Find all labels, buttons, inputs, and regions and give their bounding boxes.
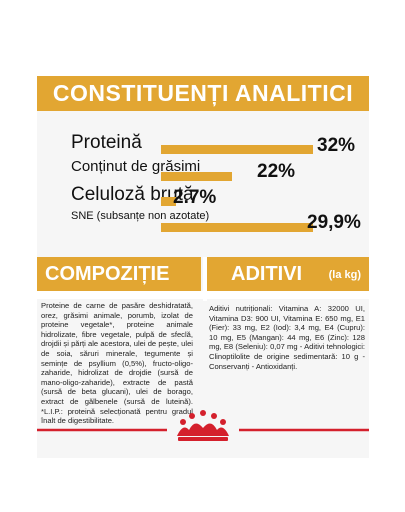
additives-text: Aditivi nutriționali: Vitamina A: 32000 … bbox=[209, 304, 365, 371]
nfe-bar bbox=[161, 223, 313, 232]
fiber-bar bbox=[161, 197, 176, 206]
additives-heading: ADITIVI bbox=[231, 262, 303, 285]
additives-unit: (la kg) bbox=[328, 269, 361, 281]
fat-bar bbox=[161, 172, 232, 181]
composition-heading: COMPOZIȚIE bbox=[45, 262, 170, 285]
protein-value: 32% bbox=[317, 135, 356, 156]
nfe-value: 29,9% bbox=[307, 212, 361, 233]
fiber-value: 2.7% bbox=[173, 187, 217, 208]
composition-band: COMPOZIȚIE bbox=[37, 257, 201, 291]
protein-label: Proteină bbox=[71, 132, 142, 153]
page-title: CONSTITUENȚI ANALITICI bbox=[52, 80, 354, 106]
fat-value: 22% bbox=[257, 161, 296, 182]
additives-band: ADITIVI (la kg) bbox=[207, 257, 369, 291]
analytics-title-band: CONSTITUENȚI ANALITICI bbox=[37, 76, 369, 111]
crown-shape bbox=[177, 410, 229, 441]
fat-label: Conținut de grăsimi bbox=[71, 158, 201, 175]
analysis-panel: CONSTITUENȚI ANALITICI Proteină 32% Conț… bbox=[37, 76, 369, 458]
column-divider bbox=[203, 257, 207, 301]
royal-canin-crown-icon bbox=[37, 410, 369, 441]
protein-bar bbox=[161, 145, 313, 154]
nfe-label: SNE (subsanțe non azotate) bbox=[71, 210, 210, 222]
composition-text: Proteine de carne de pasăre deshidratată… bbox=[41, 301, 193, 426]
